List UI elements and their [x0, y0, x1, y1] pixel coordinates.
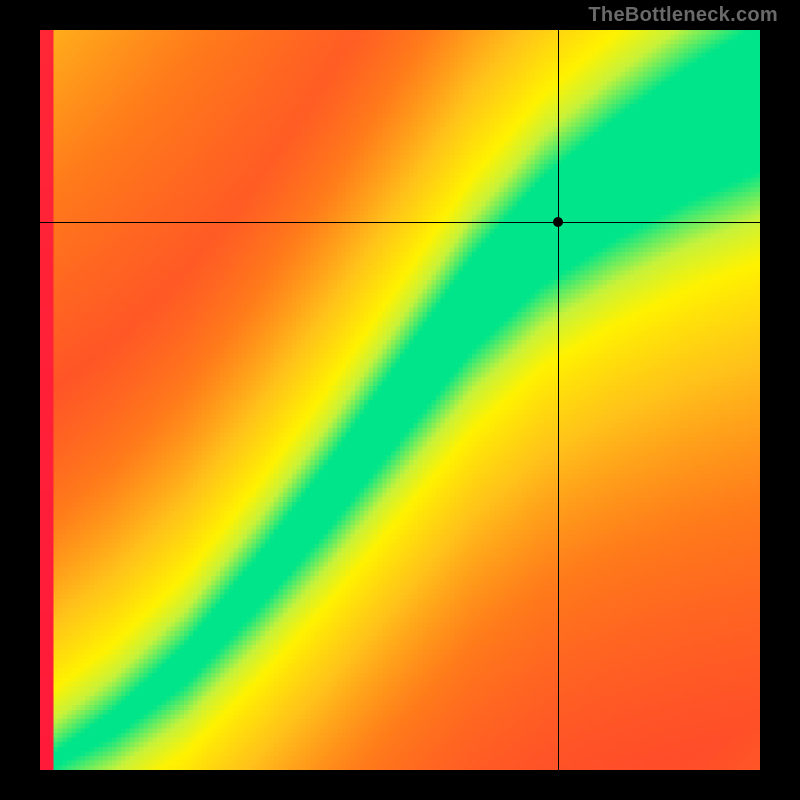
- heatmap-canvas: [40, 30, 760, 770]
- heatmap-chart: [40, 30, 760, 770]
- crosshair-horizontal: [40, 222, 760, 223]
- crosshair-vertical: [558, 30, 559, 770]
- watermark-text: TheBottleneck.com: [588, 4, 778, 27]
